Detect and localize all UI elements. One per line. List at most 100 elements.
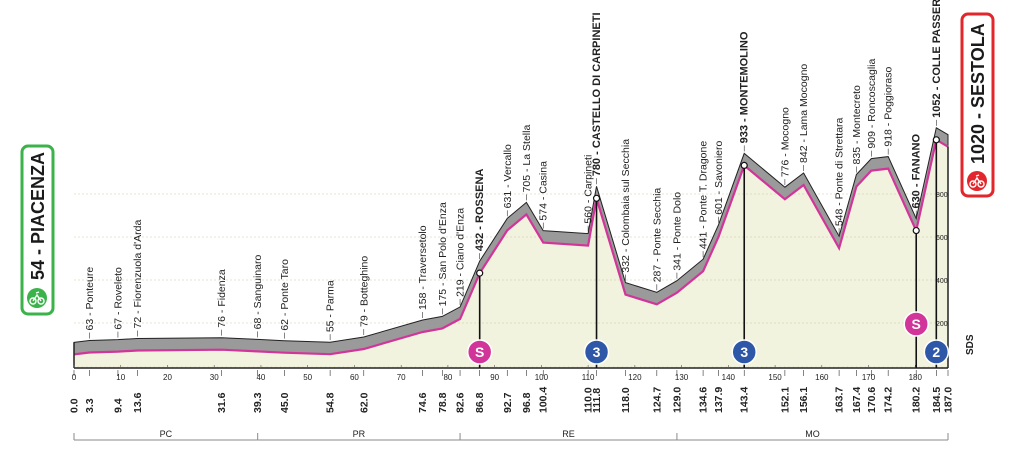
place-label: 933 - MONTEMOLINO xyxy=(739,31,751,143)
km-label: 184.5 xyxy=(931,387,943,413)
place-label: 560 - Carpineti xyxy=(583,155,595,224)
place-label: 341 - Ponte Dolo xyxy=(671,192,683,271)
place-leader-lines xyxy=(73,119,949,376)
place-label: 776 - Mocogno xyxy=(779,107,791,177)
km-tick: 30 xyxy=(210,373,219,382)
place-label: 287 - Ponte Secchia xyxy=(651,188,663,283)
km-label: 156.1 xyxy=(798,387,810,413)
place-label: 630 - FANANO xyxy=(911,134,923,209)
place-label: 63 - Ponteure xyxy=(84,267,96,331)
cyclist-icon xyxy=(27,288,47,308)
marker-label: 3 xyxy=(740,344,748,360)
cyclist-icon xyxy=(967,171,987,191)
km-label: 187.0 xyxy=(943,387,955,413)
place-label: 631 - Vercallo xyxy=(502,144,514,208)
place-label: 842 - Lama Mocogno xyxy=(798,64,810,163)
altitude-line xyxy=(73,138,949,356)
province-bar: PC PR RE MO xyxy=(73,429,949,441)
km-label: 143.4 xyxy=(739,387,751,413)
place-label: 219 - Ciano d'Enza xyxy=(455,208,467,297)
altitude-tick: 800 xyxy=(936,192,948,199)
km-label: 110.0 xyxy=(583,387,595,413)
place-label: 68 - Sanguinaro xyxy=(252,254,264,329)
km-label: 74.6 xyxy=(417,392,429,413)
km-label: 96.8 xyxy=(521,392,533,413)
km-label: 45.0 xyxy=(279,392,291,413)
km-tick: 170 xyxy=(862,373,876,382)
finish-label: 1020 - SESTOLA xyxy=(968,23,988,164)
km-tick: 40 xyxy=(256,373,265,382)
sprint-icon xyxy=(466,339,493,365)
altitude-tick: 200 xyxy=(936,321,948,328)
place-label: 909 - Roncoscaglia xyxy=(866,59,878,149)
km-label: 92.7 xyxy=(502,392,514,413)
km-tick: 100 xyxy=(535,373,549,382)
place-label: 158 - Traversetolo xyxy=(417,225,429,310)
place-label: 72 - Fiorenzuola d'Arda xyxy=(132,220,144,329)
km-label: 3.3 xyxy=(84,398,96,413)
province-label: PR xyxy=(353,429,366,439)
altitude-tick: 600 xyxy=(936,235,948,242)
km-label: 62.0 xyxy=(358,392,370,413)
markers: S 3 3S2 xyxy=(466,136,950,368)
km-label: 129.0 xyxy=(671,387,683,413)
place-label: 441 - Ponte T. Dragone xyxy=(698,141,710,250)
kom-icon xyxy=(923,339,950,365)
km-label: 82.6 xyxy=(455,392,467,413)
place-label: 705 - La Stella xyxy=(521,125,533,193)
start-badge: 54 - PIACENZA xyxy=(20,144,55,316)
km-label: 180.2 xyxy=(911,387,923,413)
km-label: 170.6 xyxy=(866,387,878,413)
kom-icon xyxy=(583,339,610,365)
province-label: RE xyxy=(562,429,575,439)
km-label: 174.2 xyxy=(883,387,895,413)
km-tick: 120 xyxy=(628,373,642,382)
km-label: 78.8 xyxy=(437,392,449,413)
sprint-icon xyxy=(903,311,929,337)
place-label: 1052 - COLLE PASSERINO xyxy=(931,0,943,118)
province-label: PC xyxy=(160,429,173,439)
km-tick: 80 xyxy=(443,373,452,382)
km-labels: 0.0 3.3 9.4 13.6 31.6 39.3 45.0 54.8 62.0 74.6 78.… xyxy=(69,387,955,413)
km-label: 167.4 xyxy=(851,387,863,413)
place-label: 601 - Savoniero xyxy=(713,140,725,214)
place-label: 432 - ROSSENA xyxy=(474,169,486,252)
km-tick: 10 xyxy=(116,373,125,382)
place-label: 574 - Casina xyxy=(538,161,550,221)
km-tick: 130 xyxy=(675,373,689,382)
altitude-tick: 400 xyxy=(936,278,948,285)
province-label: MO xyxy=(805,429,820,439)
altitude-scale: 200 400 600 800 xyxy=(936,192,948,328)
place-label: 175 - San Polo d'Enza xyxy=(437,202,449,306)
sds-label: SDS xyxy=(965,334,976,355)
km-label: 100.4 xyxy=(538,387,550,413)
start-label: 54 - PIACENZA xyxy=(28,152,48,280)
km-label: 31.6 xyxy=(216,392,228,413)
km-tick: 180 xyxy=(909,373,923,382)
place-label: 548 - Ponte di Strettara xyxy=(834,117,846,226)
marker-label: 2 xyxy=(932,344,940,360)
km-label: 111.8 xyxy=(591,388,603,413)
profile-fill xyxy=(74,139,948,368)
km-label: 118.0 xyxy=(620,387,632,413)
km-label: 86.8 xyxy=(474,392,486,413)
km-label: 152.1 xyxy=(779,387,791,413)
place-label: 62 - Ponte Taro xyxy=(279,259,291,331)
km-tick: 20 xyxy=(163,373,172,382)
km-label: 124.7 xyxy=(651,387,663,413)
km-label: 163.7 xyxy=(834,387,846,413)
kom-icon xyxy=(731,339,757,365)
km-label: 54.8 xyxy=(325,392,337,413)
km-scale: 0 10 20 30 40 50 60 70 80 90 100 110 120 130 140 150 160… xyxy=(72,365,923,382)
km-tick: 70 xyxy=(397,373,406,382)
marker-label: S xyxy=(912,316,921,332)
marker-label: 3 xyxy=(593,344,601,360)
km-tick: 150 xyxy=(768,373,782,382)
marker-label: S xyxy=(475,344,484,360)
place-label: 67 - Roveleto xyxy=(112,267,124,330)
place-label: 332 - Colombaia sul Secchia xyxy=(620,139,632,273)
km-tick: 0 xyxy=(72,373,77,382)
km-tick: 90 xyxy=(490,373,499,382)
km-tick: 60 xyxy=(350,373,359,382)
